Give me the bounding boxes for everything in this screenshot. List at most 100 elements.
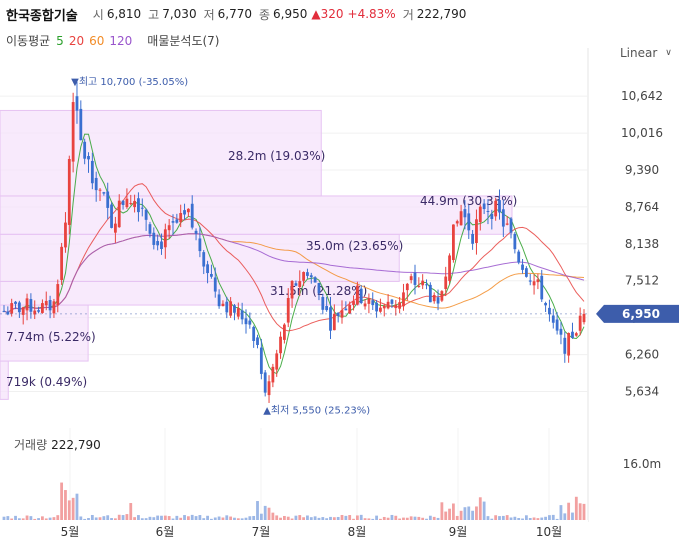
volume-bar [248,516,252,520]
candle-body [259,347,263,374]
volume-bar [486,516,490,520]
candle-body [140,207,144,209]
volume-bar [413,516,417,520]
volume-bar [329,516,332,520]
max-price-annotation: ▼최고 10,700 (-35.05%) [71,76,188,88]
volume-bar [213,517,217,520]
volume-bar [555,518,559,520]
candle-body [110,204,113,228]
candle-body [14,301,17,304]
volume-bar [41,516,44,520]
volume-bar [298,515,302,520]
candle-body [129,203,133,205]
volume-bar [171,518,175,520]
ma-5[interactable]: 5 [56,33,64,48]
volume-bar [448,508,451,520]
open-label: 시 [92,7,104,22]
volume-bar [478,497,482,520]
volume-bar [256,501,259,520]
y-tick-label: 9,390 [625,163,659,177]
volume-bar [129,503,133,520]
moving-average-line-120 [3,233,585,314]
moving-average-legend[interactable]: 이동평균 5 20 60 120 매물분석도(7) [6,32,219,49]
candle-body [321,297,325,310]
volume-bar [10,518,14,520]
volume-bar [156,515,160,520]
volume-profile-toggle[interactable]: 매물분석도(7) [147,34,220,48]
candle-body [521,264,524,270]
volume-bar [56,515,60,520]
candle-body [317,282,321,294]
volume-bar [375,515,378,520]
scale-selector[interactable]: Linear ∨ [620,46,672,60]
x-tick-label: 10월 [536,525,562,539]
volume-bar [363,518,367,520]
volume-bar [175,515,179,520]
candle-body [482,203,486,210]
volume-bar [440,502,444,520]
candle-body [94,177,98,191]
volume-bar [206,515,209,520]
candle-body [183,210,186,215]
volume-bar [567,502,571,520]
volume-bar [417,516,421,520]
y-tick-label: 7,512 [625,274,659,288]
volume-bar [563,513,567,520]
volume-bar [14,515,17,520]
ma-60[interactable]: 60 [89,33,105,48]
candle-body [555,319,559,331]
volume-bar [501,515,505,520]
volume-bar [574,496,578,520]
candle-body [113,223,117,233]
volume-bar [498,516,501,520]
volume-bar [390,514,394,520]
candle-body [279,336,282,354]
volume-bar [163,515,167,520]
candle-body [582,313,586,323]
candle-body [210,273,213,277]
candle-body [498,200,501,213]
x-tick-label: 5월 [61,525,80,539]
volume-bar [475,506,478,520]
scale-label: Linear [620,46,658,60]
x-tick-label: 8월 [348,525,367,539]
candle-body [386,301,390,309]
close-label: 종 [258,7,271,22]
volume-bar [521,518,524,520]
stock-name: 한국종합기술 [6,8,78,24]
candle-body [302,272,306,281]
candle-body [163,229,167,248]
volume-bar [144,518,148,520]
volume-bar [340,514,344,520]
volume-bar [548,515,551,520]
ma-20[interactable]: 20 [68,33,85,48]
volume-bar [532,517,536,520]
y-tick-label: 8,764 [625,200,659,214]
candle-body [490,213,494,219]
candle-body [67,159,71,225]
volume-bar [348,515,352,520]
volume-bar [90,514,94,520]
volume-bar [98,517,102,520]
candle-body [425,284,428,286]
candle-body [567,333,571,356]
volume-bar [279,517,282,520]
volume-bar [183,515,186,520]
candle-body [6,311,10,315]
candle-body [87,156,90,160]
volume-bar [528,518,532,520]
volume-bar [505,515,509,520]
candle-body [436,297,440,304]
ma-120[interactable]: 120 [109,33,133,48]
volume-profile-bar [0,109,322,197]
candle-body [217,294,221,307]
candle-body [171,221,175,223]
candle-body [463,209,467,218]
volume-bar [582,503,586,520]
candle-body [236,308,240,317]
volume-bar [344,515,348,520]
candle-body [294,283,298,286]
moving-average-line-20 [3,183,585,332]
candle-body [528,280,532,282]
